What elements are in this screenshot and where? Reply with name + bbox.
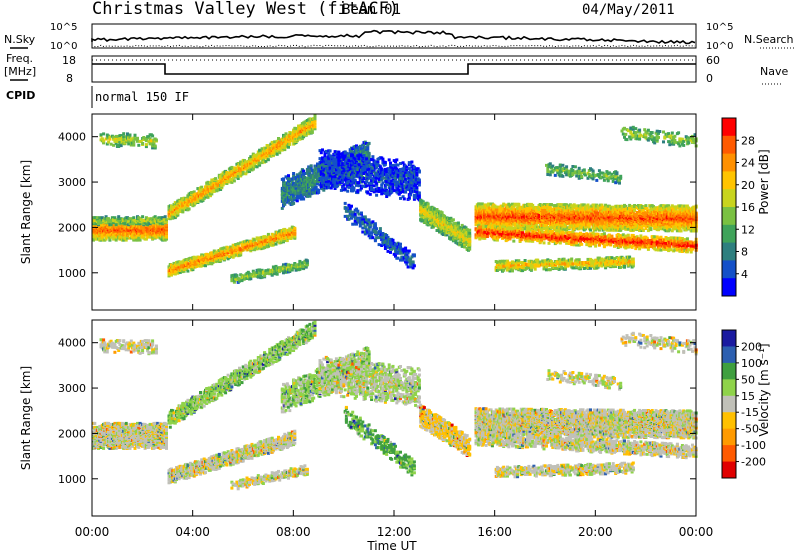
- power-heatmap: [92, 114, 698, 284]
- heatmap-cell: [293, 227, 296, 230]
- heatmap-cell: [164, 215, 167, 218]
- nsky-label: N.Sky: [4, 33, 36, 46]
- noise-panel-frame: [92, 24, 696, 48]
- nsearch-trace: [92, 45, 695, 46]
- nave-tick-top: 60: [706, 54, 720, 67]
- heatmap-cell: [267, 233, 270, 236]
- cpid-label: CPID: [6, 89, 35, 102]
- heatmap-cell: [190, 191, 193, 194]
- freq-label-line2: [MHz]: [4, 65, 36, 78]
- freq-tick-bottom: 8: [66, 72, 73, 85]
- heatmap-cell: [186, 270, 189, 273]
- heatmap-cell: [132, 216, 135, 219]
- freq-trace: [92, 64, 696, 74]
- noise-left-tick-bottom: 10^0: [50, 41, 77, 52]
- noise-traces: [92, 31, 695, 47]
- noise-right-tick-top: 10^5: [706, 22, 733, 33]
- nave-tick-bottom: 0: [706, 72, 713, 85]
- freq-panel-frame: [92, 56, 696, 82]
- noise-right-tick-bottom: 10^0: [706, 41, 733, 52]
- date-label: 04/May/2011: [582, 2, 675, 18]
- heatmap-cell: [188, 208, 191, 211]
- heatmap-cell: [141, 215, 144, 218]
- freq-traces: [92, 60, 696, 74]
- heatmap-cell: [181, 209, 184, 212]
- noise-left-tick-top: 10^5: [50, 22, 77, 33]
- nave-label: Nave: [760, 65, 788, 78]
- nsearch-label: N.Search: [744, 33, 794, 46]
- heatmap-cell: [139, 239, 142, 242]
- heatmap-cell: [242, 171, 245, 174]
- freq-tick-top: 18: [62, 54, 76, 67]
- heatmap-cell: [267, 158, 270, 161]
- freq-label-line1: Freq.: [6, 52, 33, 65]
- cpid-text: normal 150 IF: [95, 90, 189, 104]
- rti-plot-canvas: Christmas Valley West (fitACF) Beam 01 0…: [0, 0, 800, 554]
- beam-label: Beam 01: [342, 2, 401, 18]
- nsky-trace: [92, 31, 695, 44]
- heatmap-cell: [233, 179, 236, 182]
